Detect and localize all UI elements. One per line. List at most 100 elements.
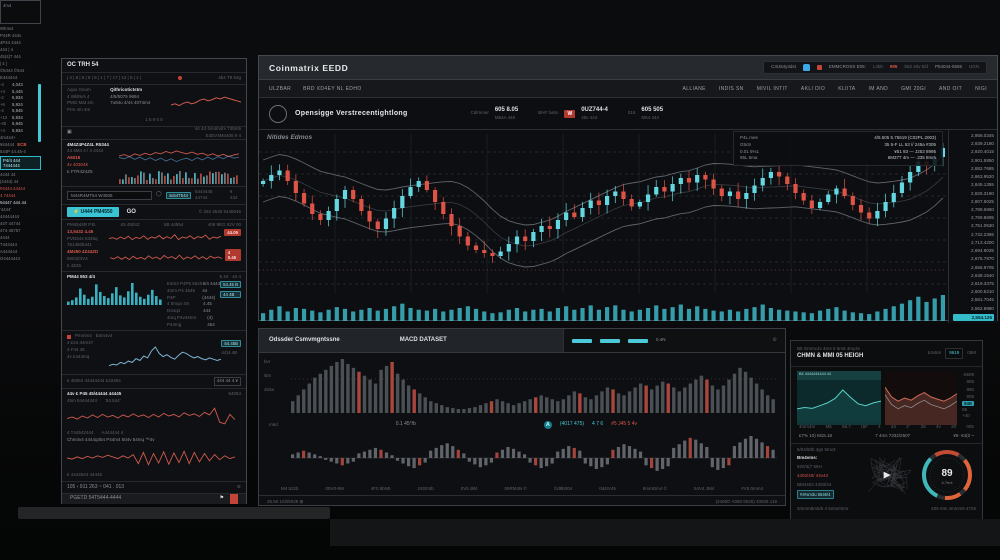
- overview-list: 5/04/50b 4gn 5mv3 Bm4vms: ¥20/4(7 55H 4402/…: [797, 447, 856, 504]
- rail-item[interactable]: A444444: [0, 248, 18, 254]
- rail-item[interactable]: | 4 |: [0, 61, 8, 66]
- rail-item[interactable]: (4444) 44: [0, 178, 19, 184]
- search-chip[interactable]: 4u54T544: [165, 191, 191, 199]
- range-label: 0.4N: [656, 337, 666, 343]
- rail-scrollbar[interactable]: [38, 84, 41, 142]
- rail-item[interactable]: 4444: [0, 234, 10, 240]
- rail-item[interactable]: 474-45757: [0, 227, 21, 233]
- nav-item[interactable]: ULZBAR: [269, 85, 292, 92]
- rail-item[interactable]: T444444: [0, 241, 17, 247]
- candlestick-chart-area[interactable]: Nitides Edmos P4L.mee 4/5.505 5.75619 (C0…: [259, 130, 997, 323]
- symbol-stat: Cdimmer 605 8.05 M54A 445: [471, 106, 519, 122]
- rail-item[interactable]: E444444: [0, 75, 18, 80]
- symbol-avatar[interactable]: [269, 104, 287, 123]
- rail-cell-delta: +4: [0, 88, 5, 94]
- head-badge[interactable]: 9619: [945, 348, 964, 359]
- watch-row[interactable]: 44 4M4 4 / 4 4444: [67, 148, 104, 154]
- rail-item[interactable]: 4P44 4444: [0, 40, 21, 45]
- bottom-taskbar[interactable]: [18, 507, 330, 519]
- nav-item[interactable]: KLIITA: [838, 85, 856, 92]
- head-label: £4v5m: [927, 350, 942, 356]
- rail-item[interactable]: 44T 44744: [0, 220, 21, 226]
- rail-item[interactable]: O4444444: [0, 255, 21, 261]
- indicator-icon[interactable]: A: [543, 421, 552, 429]
- macd-title-left: Odssder Csmvmgntssne: [269, 337, 340, 343]
- nav-item[interactable]: GMI 20GI: [901, 85, 927, 92]
- flag-icon[interactable]: ⚑: [219, 495, 224, 502]
- axis-current-chip: 84B: [962, 401, 974, 406]
- network-visualization[interactable]: ▶: [860, 447, 914, 504]
- svg-text:89: 89: [941, 468, 953, 479]
- red-square-icon[interactable]: [230, 494, 238, 505]
- histogram-lower[interactable]: [259, 433, 785, 483]
- nav-item[interactable]: INDIS SN: [718, 85, 744, 92]
- play-icon[interactable]: ▶: [883, 469, 891, 480]
- nav-item[interactable]: AKLI DIO: [800, 85, 826, 92]
- range-pill-3[interactable]: [628, 338, 648, 343]
- rail-item[interactable]: 44444444: [0, 213, 20, 219]
- rail-cell-price: 4,043: [12, 82, 23, 87]
- red-header: 44v £ P45 45/44444 44445 54054: [67, 391, 241, 398]
- alert-icon[interactable]: [816, 65, 822, 70]
- list-item[interactable]: BM4403 4403/44: [797, 481, 832, 487]
- analytics-chips: 54.45 B 44 4B: [220, 281, 241, 298]
- nav-item[interactable]: ALLIANE: [682, 85, 706, 92]
- price-scale-label: 2,619.3375: [971, 280, 994, 286]
- checkbox-icon[interactable]: ▣: [67, 128, 72, 135]
- nav-item[interactable]: NIGI: [975, 85, 987, 92]
- search-input[interactable]: M44R4MT54 W4505: [67, 190, 153, 200]
- y-axis-label: bvr: [264, 359, 271, 364]
- range-pill-2[interactable]: [600, 338, 620, 343]
- list-item[interactable]: 5/04/50b 4gn 5mv3: [797, 446, 836, 452]
- score-gauge[interactable]: 89 4.7m4: [918, 446, 976, 504]
- stat-value: 605 505: [641, 106, 664, 113]
- rail-item[interactable]: P44R 444v: [0, 33, 22, 38]
- refresh-icon[interactable]: ≋: [236, 483, 241, 490]
- left-rail: 4m4 Wh4v4 P44R 444v 4P44 4444 444 | 4 45(4)7 …: [0, 0, 41, 446]
- red-area-chart[interactable]: [884, 371, 957, 425]
- price-scale-label: 2,732.2365: [971, 231, 994, 237]
- search-row: M44R4MT54 W4505 ◯ 4u54T544 5444445 44744 ¥ 4…: [62, 187, 246, 205]
- list-item[interactable]: Bm4vms:: [797, 455, 818, 461]
- lp-footer-chip[interactable]: 444 44 4 ¥: [213, 377, 241, 386]
- nav-item[interactable]: MIVIL INTIT: [756, 85, 788, 92]
- list-chip[interactable]: #4%m3u 5546/4: [797, 490, 834, 500]
- nav-item[interactable]: AND OIT: [939, 85, 963, 92]
- rail-item[interactable]: 444 | 4: [0, 47, 14, 52]
- nav-item[interactable]: BRD XD4EY NL EDHO: [303, 85, 362, 92]
- footer-right: (24000' A060 6045) 40026 119: [715, 499, 777, 505]
- rail-selected-item[interactable]: P4/4 444 7444444: [0, 155, 41, 170]
- watch-row[interactable]: 4M4Z4P4Z4L R5344: [67, 141, 109, 147]
- rail-item[interactable]: ©5444 ©544: [0, 68, 25, 73]
- gear-icon[interactable]: ⚙: [772, 336, 777, 343]
- watch-row[interactable]: A6015: [67, 155, 81, 160]
- overview-title: CHMN & MMI 05 HEIGH: [797, 353, 864, 360]
- nav-item[interactable]: IM AND: [868, 85, 889, 92]
- stat-label: Cdimmer: [470, 110, 489, 116]
- info-value: 4/5/5079 9694: [110, 93, 139, 99]
- analytics-title: PM44 553 4/4: [67, 274, 96, 280]
- primary-action-button[interactable]: ⚡ U444 PM4550: [67, 207, 119, 217]
- list-item[interactable]: 4402/40/ 44v44: [797, 472, 829, 478]
- rail-item[interactable]: 45(4)7 444: [0, 54, 21, 59]
- go-button[interactable]: GO: [126, 208, 136, 215]
- rail-item[interactable]: '4444': [0, 206, 12, 212]
- token: 005: [966, 424, 974, 429]
- teal-area-chart[interactable]: B4 4444444444 44: [797, 371, 881, 425]
- rail-item[interactable]: 4444 44: [0, 171, 16, 177]
- y-axis-label: i5m: [264, 372, 272, 378]
- rail-item[interactable]: Wh4v4: [0, 26, 14, 31]
- price-scale[interactable]: 2,958.0345 2,939.2180 2,920.4015 2,901.5850…: [948, 130, 997, 323]
- range-pill-1[interactable]: [572, 338, 592, 343]
- watch-row[interactable]: 4v 40304€: [67, 161, 89, 167]
- bell-icon[interactable]: [802, 64, 810, 71]
- histogram-upper[interactable]: bvr i5m 4b0a: [259, 353, 785, 417]
- watch-labels: 4M4Z4P4Z4L R5344 44 4M4 4 / 4 4444 A6015 4v…: [67, 142, 119, 176]
- token: 56.7: [842, 424, 851, 429]
- watch-row[interactable]: £ FTR4Z4Z5: [67, 168, 93, 174]
- search-icon[interactable]: ◯: [156, 191, 162, 198]
- chart-watermark: Nitides Edmos: [267, 134, 313, 141]
- rail-cell-price: 5,934: [12, 127, 23, 133]
- bottom-strip: [330, 519, 1000, 546]
- list-item[interactable]: ¥20/4(7 55H: [797, 464, 822, 469]
